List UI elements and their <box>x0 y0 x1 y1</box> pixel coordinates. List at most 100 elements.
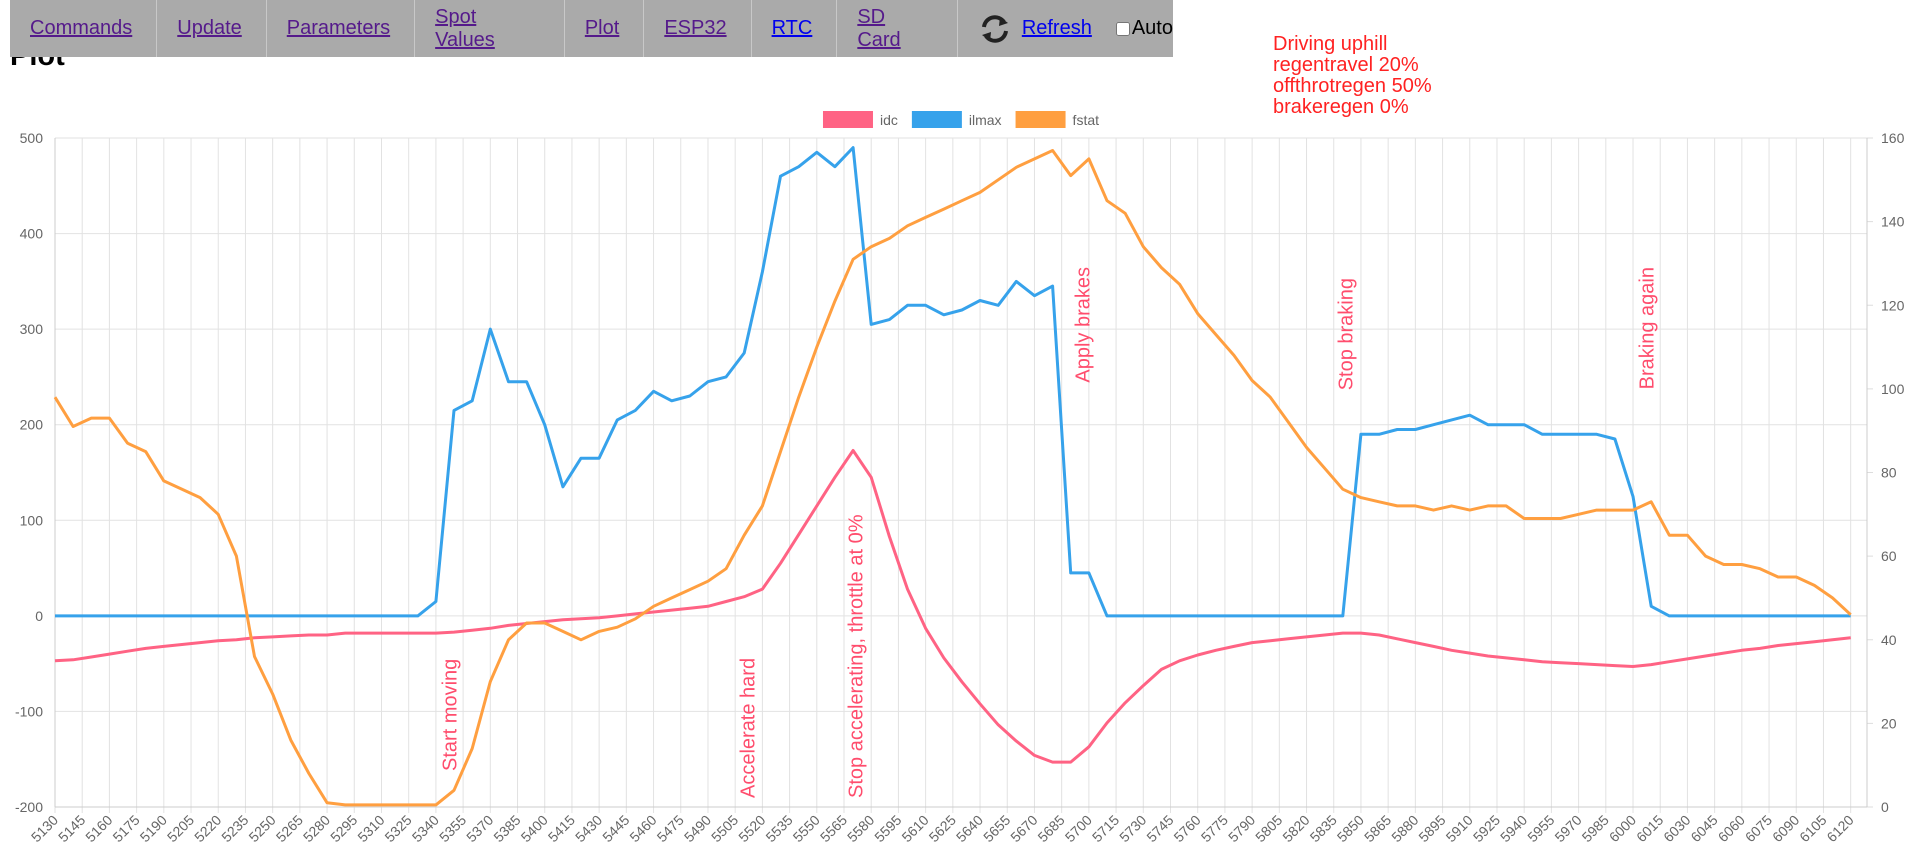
auto-label: Auto <box>1131 17 1173 39</box>
legend-swatch <box>822 111 873 128</box>
note: brakeregen 0% <box>1273 96 1409 118</box>
x-tick-label: 5880 <box>1388 812 1421 845</box>
x-tick-label: 5685 <box>1034 812 1067 845</box>
x-tick-label: 5760 <box>1170 812 1203 845</box>
data-line <box>53 149 1852 807</box>
x-tick-label: 5415 <box>545 812 578 845</box>
nav-link[interactable]: RTC <box>771 17 813 39</box>
x-tick-label: 5160 <box>82 812 115 845</box>
y2-tick-label: 40 <box>1881 632 1897 648</box>
legend-label: ilmax <box>969 112 1002 128</box>
nav-link[interactable]: Spot Values <box>435 5 495 51</box>
legend-swatch <box>1015 111 1066 128</box>
note: offthrotregen 50% <box>1273 75 1432 97</box>
y-tick-label: 0 <box>35 608 43 624</box>
x-tick-label: 5295 <box>327 812 360 845</box>
x-tick-label: 5850 <box>1334 812 1367 845</box>
x-tick-label: 6030 <box>1660 812 1693 845</box>
legend-swatch <box>911 111 962 128</box>
y2-tick-label: 160 <box>1881 130 1905 146</box>
x-tick-label: 5910 <box>1443 812 1476 845</box>
x-tick-label: 6060 <box>1715 812 1748 845</box>
x-tick-label: 5205 <box>164 812 197 845</box>
annotation: Start moving <box>439 659 461 771</box>
note: regentravel 20% <box>1273 54 1419 76</box>
x-tick-label: 5310 <box>354 812 387 845</box>
note: Driving uphill <box>1273 33 1388 55</box>
x-tick-label: 5445 <box>599 812 632 845</box>
y2-tick-label: 60 <box>1881 548 1897 564</box>
nav-link[interactable]: Commands <box>30 17 133 39</box>
y2-tick-label: 100 <box>1881 381 1905 397</box>
notes: Driving uphill regentravel 20% offthrotr… <box>1273 34 1432 118</box>
nav-item: ESP32 <box>644 0 752 57</box>
annotation: Apply brakes <box>1072 267 1094 383</box>
x-tick-label: 6120 <box>1823 812 1856 845</box>
y-tick-label: 200 <box>20 417 44 433</box>
annotation: Stop accelerating, throttle at 0% <box>845 514 867 798</box>
x-tick-label: 5460 <box>626 812 659 845</box>
x-tick-label: 5940 <box>1497 812 1530 845</box>
x-tick-label: 5625 <box>926 812 959 845</box>
x-tick-label: 5430 <box>572 812 605 845</box>
auto-checkbox[interactable] <box>1115 21 1130 36</box>
x-tick-label: 5505 <box>708 812 741 845</box>
auto-toggle: Auto <box>1102 17 1173 40</box>
y2-tick-label: 20 <box>1881 715 1897 731</box>
x-tick-label: 5715 <box>1089 812 1122 845</box>
x-tick-label: 5280 <box>300 812 333 845</box>
x-tick-label: 5955 <box>1524 812 1557 845</box>
x-tick-label: 6105 <box>1796 812 1829 845</box>
nav-link[interactable]: Parameters <box>286 17 391 39</box>
x-tick-label: 6000 <box>1606 812 1639 845</box>
x-tick-label: 5985 <box>1579 812 1612 845</box>
x-tick-label: 5970 <box>1551 812 1584 845</box>
nav-link[interactable]: ESP32 <box>664 17 727 39</box>
x-tick-label: 5580 <box>844 812 877 845</box>
x-tick-label: 6045 <box>1687 812 1720 845</box>
x-tick-label: 5745 <box>1143 812 1176 845</box>
y2-tick-label: 140 <box>1881 214 1905 230</box>
refresh-link[interactable]: Refresh <box>1021 17 1092 39</box>
nav-link[interactable]: Update <box>177 17 242 39</box>
nav-item: Update <box>157 0 267 57</box>
x-tick-label: 5925 <box>1470 812 1503 845</box>
y-tick-label: -200 <box>15 799 43 815</box>
x-tick-label: 5835 <box>1307 812 1340 845</box>
x-tick-label: 5175 <box>109 812 142 845</box>
x-tick-label: 5250 <box>245 812 278 845</box>
x-tick-label: 5325 <box>381 812 414 845</box>
legend: idc ilmax fstat <box>822 111 1100 128</box>
x-tick-label: 5265 <box>273 812 306 845</box>
x-tick-label: 5385 <box>490 812 523 845</box>
y2-tick-label: 0 <box>1881 799 1889 815</box>
x-tick-label: 5700 <box>1062 812 1095 845</box>
y-tick-label: -100 <box>15 703 43 719</box>
nav-item: SD Card <box>837 0 958 57</box>
nav-link[interactable]: SD Card <box>857 5 901 51</box>
legend-label: fstat <box>1073 112 1100 128</box>
x-tick-label: 5550 <box>790 812 823 845</box>
nav-item: Parameters <box>267 0 416 57</box>
x-tick-label: 5220 <box>191 812 224 845</box>
x-tick-label: 5400 <box>518 812 551 845</box>
y-tick-label: 300 <box>20 321 44 337</box>
nav-link[interactable]: Plot <box>584 17 620 39</box>
x-tick-label: 5610 <box>898 812 931 845</box>
x-tick-label: 6015 <box>1633 812 1666 845</box>
y2-tick-label: 80 <box>1881 465 1897 481</box>
x-tick-label: 5805 <box>1252 812 1285 845</box>
x-tick-label: 5340 <box>409 812 442 845</box>
x-tick-label: 5535 <box>762 812 795 845</box>
x-tick-label: 5820 <box>1279 812 1312 845</box>
x-tick-label: 5355 <box>436 812 469 845</box>
nav-item: Plot <box>565 0 645 57</box>
refresh-icon[interactable] <box>978 12 1012 46</box>
nav-item: Commands <box>10 0 158 57</box>
x-tick-label: 5235 <box>218 812 251 845</box>
x-tick-label: 6075 <box>1742 812 1775 845</box>
legend-label: idc <box>880 112 898 128</box>
x-tick-label: 5895 <box>1415 812 1448 845</box>
